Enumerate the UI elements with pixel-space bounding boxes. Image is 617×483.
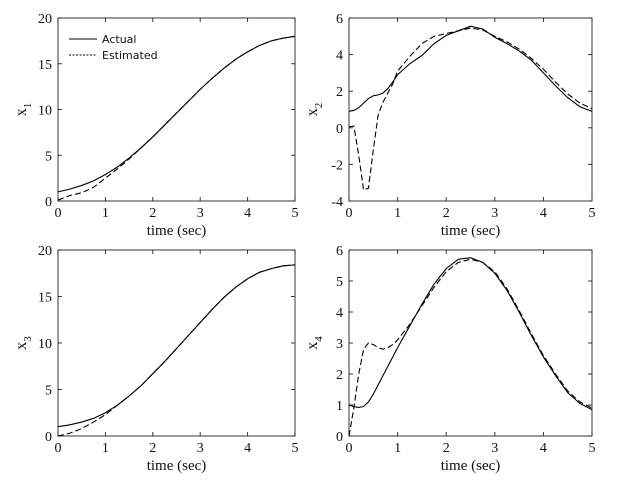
y-tick-label: 3 [336,337,343,352]
x-tick-label: 3 [197,206,204,221]
y-axis-label: x3 [13,336,34,350]
y-axis-label-subscript: 1 [22,103,34,109]
series-line-estimated [348,27,593,191]
x-tick-label: 2 [443,441,450,456]
legend: Actual Estimated [69,33,158,62]
series-line-actual [348,257,593,411]
y-axis-label: x4 [304,336,325,350]
x-tick-label: 0 [55,441,62,456]
y-tick-label: 15 [38,291,52,306]
x-tick-label: 5 [589,441,596,456]
y-tick-label: 20 [38,244,52,259]
x-tick-label: 2 [149,441,156,456]
series-line-actual [57,35,296,193]
y-tick-label: 6 [336,12,343,27]
x-axis-label: time (sec) [441,223,501,239]
axes-frame [348,249,593,437]
x-axis-label: time (sec) [441,458,501,474]
y-axis-label: x2 [304,103,325,117]
y-tick-label: 0 [336,122,343,137]
y-tick-label: -2 [331,158,343,173]
x-tick-label: 0 [346,206,353,221]
y-tick-label: 1 [336,399,343,414]
y-tick-label: 4 [336,306,343,321]
y-axis-label-subscript: 4 [313,336,325,342]
y-axis-label-base: x [304,342,321,350]
x-tick-label: 1 [102,441,109,456]
x-axis-label: time (sec) [147,223,207,239]
y-tick-label: -4 [331,195,343,210]
x-tick-label: 2 [443,206,450,221]
y-tick-label: 10 [38,104,52,119]
y-axis-label-base: x [13,342,30,350]
y-tick-label: 15 [38,58,52,73]
y-tick-label: 4 [336,49,343,64]
axes-frame [348,17,593,202]
y-tick-label: 10 [38,337,52,352]
y-axis-label: x1 [13,103,34,117]
x-tick-label: 2 [149,206,156,221]
legend-label-estimated: Estimated [102,49,158,62]
series-line-estimated [57,264,296,437]
y-tick-label: 0 [336,430,343,445]
legend-label-actual: Actual [102,33,136,46]
x-tick-label: 5 [589,206,596,221]
y-axis-label-subscript: 2 [313,103,325,109]
x-tick-label: 4 [540,206,547,221]
x-tick-label: 4 [244,441,251,456]
series-line-actual [57,264,296,428]
x-tick-label: 3 [197,441,204,456]
y-tick-label: 5 [336,275,343,290]
y-tick-label: 0 [45,195,52,210]
y-tick-label: 5 [45,384,52,399]
x-tick-label: 0 [55,206,62,221]
x-tick-label: 0 [346,441,353,456]
y-tick-label: 6 [336,244,343,259]
x-tick-label: 1 [394,441,401,456]
y-axis-label-base: x [304,108,321,116]
y-tick-label: 0 [45,430,52,445]
series-line-estimated [57,35,296,201]
x-tick-label: 1 [394,206,401,221]
y-tick-label: 2 [336,368,343,383]
y-tick-label: 20 [38,12,52,27]
x-tick-label: 3 [491,206,498,221]
y-tick-label: 2 [336,85,343,100]
y-axis-label-subscript: 3 [22,336,34,342]
x-tick-label: 5 [292,206,299,221]
x-tick-label: 4 [540,441,547,456]
axes-frame [57,249,296,437]
x-tick-label: 4 [244,206,251,221]
series-line-estimated [348,258,593,437]
series-line-actual [348,25,593,112]
x-tick-label: 3 [491,441,498,456]
y-axis-label-base: x [13,108,30,116]
x-tick-label: 1 [102,206,109,221]
y-tick-label: 5 [45,149,52,164]
x-tick-label: 5 [292,441,299,456]
x-axis-label: time (sec) [147,458,207,474]
